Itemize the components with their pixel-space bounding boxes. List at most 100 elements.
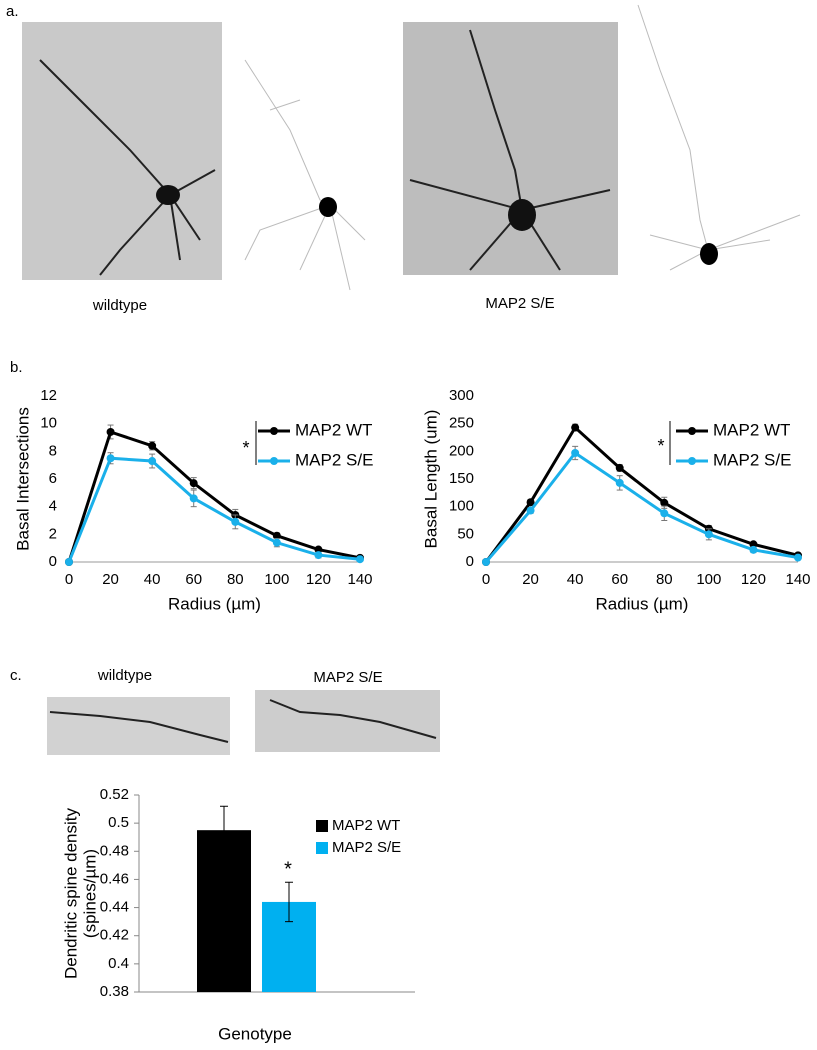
- data-point: [571, 423, 580, 432]
- series-line: [67, 456, 361, 563]
- series-line: [67, 430, 361, 563]
- data-point: [660, 498, 669, 507]
- y-tick-label: 6: [49, 470, 57, 487]
- y-tick-label: 4: [49, 498, 57, 515]
- data-point: [794, 553, 802, 562]
- data-point: [704, 530, 713, 539]
- y-tick-label: 0.44: [100, 899, 129, 916]
- data-point: [189, 479, 198, 488]
- legend-swatch: [270, 427, 278, 435]
- legend-label: MAP2 WT: [295, 420, 372, 439]
- x-tick-label: 140: [785, 571, 810, 588]
- series-line: [484, 425, 799, 563]
- data-point: [148, 457, 157, 466]
- y-axis-title: (spines/µm): [80, 849, 99, 938]
- data-point: [106, 454, 115, 463]
- data-point: [148, 441, 157, 450]
- x-axis-title: Radius (µm): [168, 594, 261, 613]
- data-point: [314, 545, 323, 554]
- y-axis-title: Basal Length (um): [421, 410, 440, 549]
- data-point: [615, 478, 624, 487]
- y-tick-label: 0.48: [100, 842, 129, 859]
- panel-label: c.: [10, 667, 22, 684]
- data-point: [231, 517, 240, 526]
- data-point: [356, 555, 364, 564]
- panel-label: b.: [10, 359, 23, 376]
- y-tick-label: 0.5: [108, 814, 129, 831]
- data-point: [615, 463, 624, 472]
- y-tick-label: 250: [449, 415, 474, 432]
- x-tick-label: 40: [144, 571, 161, 588]
- panel-label: a.: [6, 3, 19, 20]
- annotation: *: [284, 858, 292, 880]
- neuron-tracing: [244, 59, 366, 291]
- y-tick-label: 100: [449, 498, 474, 515]
- image-caption: MAP2 S/E: [313, 669, 382, 686]
- y-tick-label: 2: [49, 525, 57, 542]
- data-point: [571, 448, 580, 457]
- x-axis-title: Genotype: [218, 1024, 292, 1043]
- y-tick-label: 200: [449, 442, 474, 459]
- y-tick-label: 0.52: [100, 786, 129, 803]
- x-tick-label: 100: [696, 571, 721, 588]
- data-point: [526, 498, 535, 507]
- data-point: [272, 538, 281, 547]
- legend-swatch: [316, 842, 328, 854]
- legend-swatch: [270, 457, 278, 465]
- micrograph: [255, 690, 440, 752]
- data-point: [272, 531, 281, 540]
- micrograph: [403, 22, 618, 275]
- series-line: [484, 450, 799, 563]
- x-tick-label: 140: [347, 571, 372, 588]
- y-tick-label: 150: [449, 470, 474, 487]
- y-tick-label: 10: [40, 415, 57, 432]
- data-point: [526, 506, 535, 515]
- legend-swatch: [316, 820, 328, 832]
- data-point: [749, 540, 758, 549]
- data-point: [189, 494, 198, 503]
- data-point: [660, 509, 669, 518]
- image-caption: wildtype: [97, 667, 152, 684]
- y-tick-label: 0: [49, 553, 57, 570]
- legend-label: MAP2 S/E: [713, 450, 791, 469]
- x-tick-label: 0: [482, 571, 490, 588]
- legend-label: MAP2 WT: [713, 420, 790, 439]
- y-tick-label: 0.46: [100, 870, 129, 887]
- x-tick-label: 0: [65, 571, 73, 588]
- legend-swatch: [688, 457, 696, 465]
- data-point: [106, 427, 115, 436]
- micrograph: [47, 697, 230, 755]
- y-tick-label: 0: [466, 553, 474, 570]
- data-point: [749, 545, 758, 554]
- micrograph: [22, 22, 222, 280]
- y-tick-label: 300: [449, 387, 474, 404]
- y-tick-label: 0.38: [100, 983, 129, 1000]
- data-point: [65, 558, 73, 566]
- y-tick-label: 12: [40, 387, 57, 404]
- x-tick-label: 120: [741, 571, 766, 588]
- legend-swatch: [688, 427, 696, 435]
- y-tick-label: 50: [457, 525, 474, 542]
- x-tick-label: 60: [611, 571, 628, 588]
- image-caption: wildtype: [92, 297, 147, 314]
- y-axis-title: Basal Intersections: [13, 407, 32, 551]
- neuron-tracing: [637, 4, 801, 271]
- x-tick-label: 60: [185, 571, 202, 588]
- y-tick-label: 0.4: [108, 955, 129, 972]
- y-axis-title: Dendritic spine density: [61, 807, 80, 979]
- legend-label: MAP2 S/E: [295, 450, 373, 469]
- data-point: [482, 558, 490, 566]
- x-tick-label: 80: [656, 571, 673, 588]
- x-tick-label: 80: [227, 571, 244, 588]
- legend-label: MAP2 WT: [332, 817, 400, 834]
- image-caption: MAP2 S/E: [485, 295, 554, 312]
- y-tick-label: 0.42: [100, 927, 129, 944]
- x-axis-title: Radius (µm): [596, 594, 689, 613]
- annotation: *: [657, 436, 664, 456]
- annotation: *: [242, 438, 249, 458]
- data-point: [314, 551, 323, 560]
- x-tick-label: 40: [567, 571, 584, 588]
- bar: [197, 830, 251, 992]
